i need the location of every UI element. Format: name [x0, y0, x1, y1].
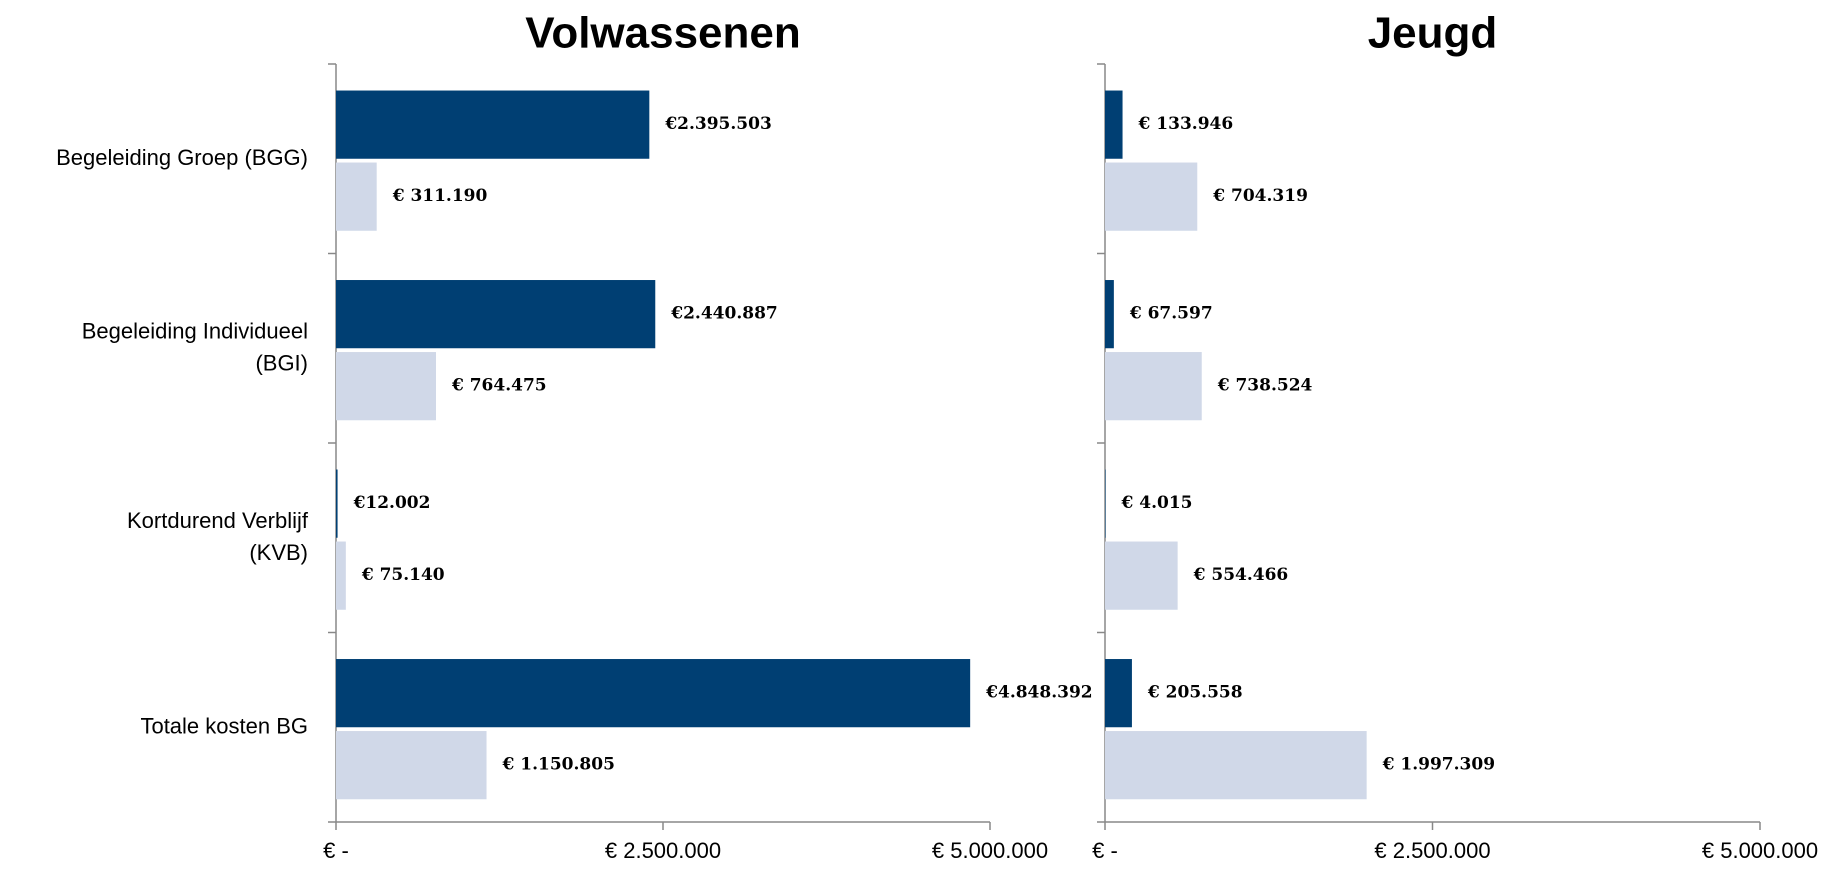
- value-label: € 554.466: [1193, 565, 1289, 585]
- bar: [1105, 90, 1123, 159]
- bar: [1105, 280, 1114, 349]
- x-tick-label: € 5.000.000: [1702, 838, 1818, 863]
- value-label: € 67.597: [1129, 304, 1213, 324]
- category-label: Begeleiding Individueel (BGI): [82, 318, 308, 375]
- bar: [336, 352, 436, 421]
- value-label: € 1.997.309: [1382, 755, 1495, 775]
- value-label: €4.848.392: [985, 683, 1092, 703]
- bar: [336, 731, 487, 800]
- value-label: €2.440.887: [670, 304, 777, 324]
- x-tick-label: € -: [1092, 838, 1118, 863]
- value-label: € 311.190: [392, 186, 488, 206]
- bar: [1105, 469, 1106, 538]
- value-label: € 205.558: [1147, 683, 1243, 703]
- bar: [1105, 731, 1367, 800]
- bar: [1105, 162, 1198, 231]
- x-tick-label: € 2.500.000: [605, 838, 721, 863]
- value-label: € 4.015: [1121, 493, 1193, 513]
- value-label: € 75.140: [361, 565, 445, 585]
- value-label: € 764.475: [451, 376, 547, 396]
- bar: [336, 469, 338, 538]
- value-label: € 704.319: [1212, 186, 1308, 206]
- bar: [336, 90, 650, 159]
- value-label: €12.002: [353, 493, 431, 513]
- bar: [336, 280, 656, 349]
- x-tick-label: € 2.500.000: [1374, 838, 1490, 863]
- value-label: € 133.946: [1138, 114, 1234, 134]
- bar: [1105, 541, 1178, 610]
- bar: [336, 162, 377, 231]
- x-tick-label: € -: [323, 838, 349, 863]
- category-label: Totale kosten BG: [140, 713, 308, 738]
- category-label: Begeleiding Groep (BGG): [56, 145, 308, 170]
- value-label: € 738.524: [1217, 376, 1313, 396]
- bar: [1105, 352, 1202, 421]
- value-label: € 1.150.805: [502, 755, 615, 775]
- value-label: €2.395.503: [664, 114, 771, 134]
- chart-title: Volwassenen: [525, 9, 801, 58]
- bar: [336, 541, 346, 610]
- chart-title: Jeugd: [1368, 9, 1498, 58]
- bar: [1105, 659, 1132, 728]
- bar: [336, 659, 971, 728]
- x-tick-label: € 5.000.000: [932, 838, 1048, 863]
- category-label: Kortdurend Verblijf (KVB): [127, 508, 309, 565]
